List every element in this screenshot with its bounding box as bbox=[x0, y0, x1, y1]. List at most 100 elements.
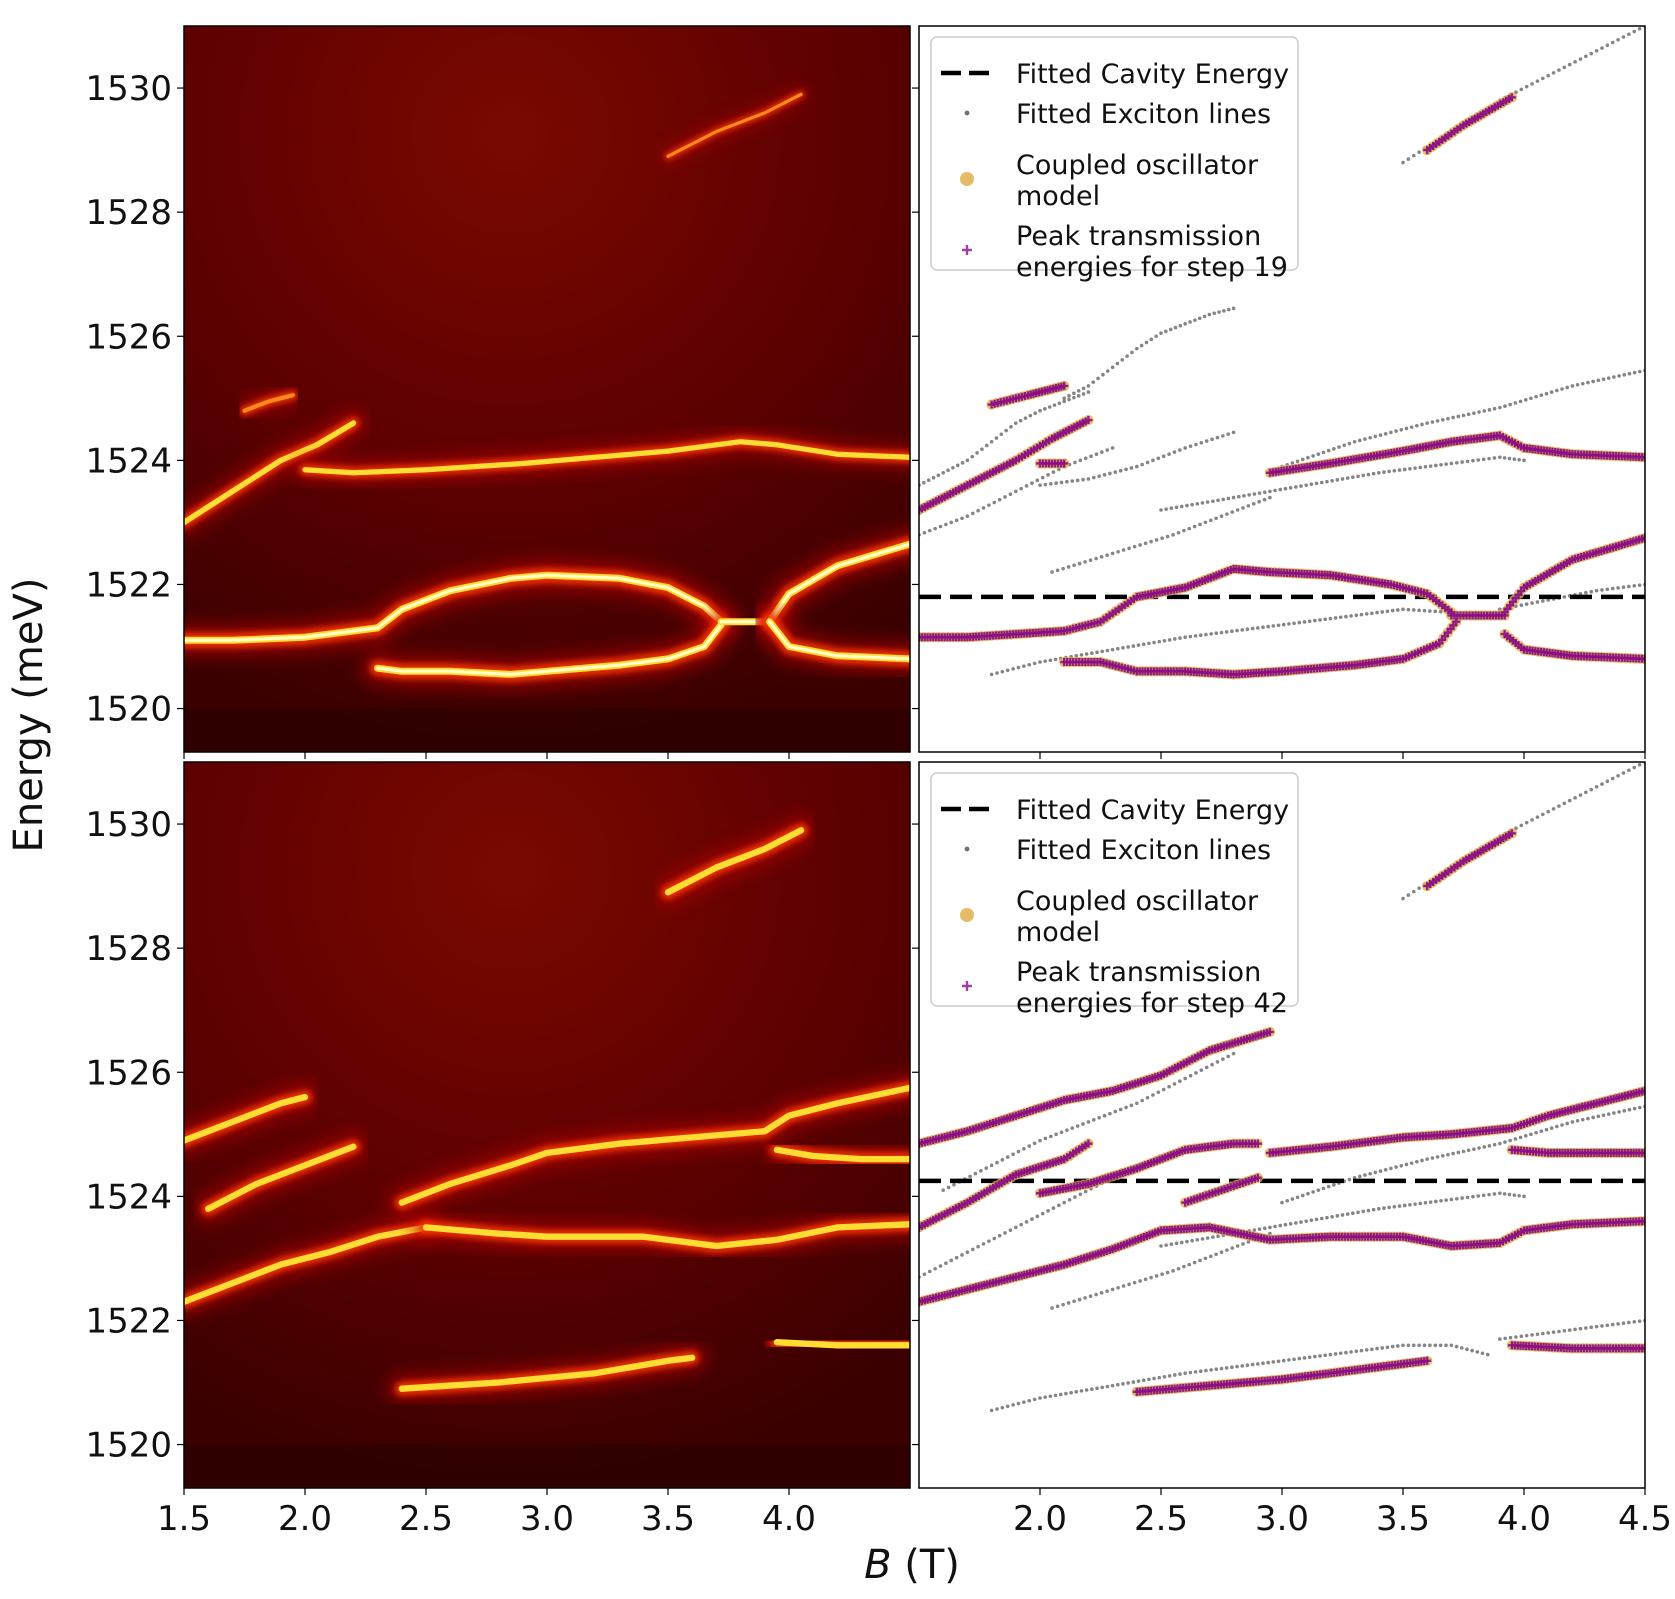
exciton-point bbox=[922, 480, 926, 485]
exciton-point bbox=[1073, 1195, 1077, 1199]
exciton-point bbox=[1444, 1343, 1448, 1348]
exciton-point bbox=[1125, 354, 1129, 358]
exciton-point bbox=[933, 526, 937, 531]
exciton-point bbox=[1251, 501, 1256, 506]
exciton-point bbox=[1417, 886, 1421, 890]
exciton-point bbox=[1546, 1331, 1550, 1335]
exciton-point bbox=[1159, 331, 1163, 335]
bottom-heatmap-panel: 1.5 2.0 2.5 3.0 3.5 4.0 1520 1522 1524 1526 1528 15… bbox=[85, 761, 911, 1539]
exciton-point bbox=[1387, 1205, 1391, 1210]
exciton-point bbox=[1195, 501, 1200, 506]
exciton-point bbox=[1549, 1126, 1554, 1130]
exciton-point bbox=[1027, 1144, 1032, 1148]
exciton-point bbox=[1359, 1348, 1364, 1353]
exciton-point bbox=[1004, 428, 1008, 433]
exciton-point bbox=[1438, 1343, 1443, 1348]
exciton-point bbox=[1022, 1146, 1026, 1151]
exciton-point bbox=[1171, 1269, 1175, 1273]
exciton-point bbox=[1535, 79, 1540, 83]
legend-item-exciton: Fitted Exciton lines bbox=[964, 835, 1271, 866]
exciton-point bbox=[1344, 614, 1348, 619]
exciton-point bbox=[1211, 499, 1215, 503]
exciton-point bbox=[1562, 65, 1567, 70]
exciton-point bbox=[1529, 1132, 1533, 1137]
exciton-point bbox=[1077, 561, 1082, 566]
exciton-point bbox=[1449, 1343, 1454, 1348]
exciton-point bbox=[1188, 1073, 1193, 1078]
exciton-point bbox=[1332, 1183, 1336, 1187]
exciton-point bbox=[1356, 474, 1360, 479]
exciton-point bbox=[1086, 390, 1091, 394]
exciton-point bbox=[1110, 446, 1115, 450]
exciton-point bbox=[1459, 1346, 1464, 1350]
exciton-point bbox=[1601, 377, 1606, 382]
exciton-point bbox=[1231, 495, 1236, 500]
exciton-point bbox=[1617, 1110, 1621, 1114]
exciton-point bbox=[1378, 1169, 1383, 1173]
exciton-point bbox=[1072, 391, 1076, 396]
exciton-point bbox=[1605, 43, 1610, 48]
peak-line bbox=[1500, 630, 1645, 663]
exciton-point bbox=[1055, 568, 1060, 573]
exciton-point bbox=[1105, 448, 1110, 452]
exciton-point bbox=[1428, 464, 1433, 468]
exciton-point bbox=[1225, 1248, 1229, 1252]
exciton-point bbox=[1518, 399, 1523, 404]
exciton-point bbox=[1203, 1256, 1208, 1261]
exciton-point bbox=[1124, 467, 1128, 472]
exciton-point bbox=[1487, 1192, 1491, 1197]
exciton-point bbox=[1121, 1382, 1125, 1386]
peak-line bbox=[1036, 1139, 1262, 1198]
exciton-point bbox=[1245, 627, 1250, 632]
peak-point bbox=[1507, 93, 1516, 102]
exciton-point bbox=[1102, 473, 1107, 477]
exciton-point bbox=[1176, 1266, 1181, 1271]
exciton-point bbox=[1519, 823, 1524, 828]
exciton-point bbox=[1541, 599, 1545, 603]
exciton-point bbox=[1363, 437, 1367, 441]
exciton-point bbox=[987, 1239, 991, 1243]
exciton-point bbox=[1428, 1200, 1433, 1204]
exciton-point bbox=[1345, 476, 1350, 480]
exciton-point bbox=[1364, 612, 1369, 616]
exciton-point bbox=[1024, 1220, 1029, 1224]
exciton-point bbox=[1586, 380, 1590, 385]
legend-exciton-swatch bbox=[964, 846, 970, 852]
exciton-point bbox=[1295, 1195, 1300, 1200]
exciton-point bbox=[1054, 1132, 1058, 1137]
exciton-point bbox=[1086, 1120, 1091, 1124]
exciton-point bbox=[1256, 626, 1260, 630]
exciton-point bbox=[1167, 638, 1172, 642]
exciton-point bbox=[1406, 157, 1411, 161]
legend-box bbox=[930, 772, 1299, 1007]
exciton-point bbox=[1295, 459, 1300, 464]
exciton-point bbox=[1090, 1387, 1094, 1391]
exciton-point bbox=[1460, 460, 1464, 464]
exciton-point bbox=[1370, 611, 1374, 616]
exciton-point bbox=[1047, 405, 1052, 409]
exciton-point bbox=[1011, 667, 1015, 671]
exciton-point bbox=[1297, 620, 1302, 625]
exciton-point bbox=[1208, 1254, 1213, 1259]
exciton-point bbox=[1480, 1351, 1485, 1356]
exciton-point bbox=[1596, 378, 1601, 383]
exciton-point bbox=[1313, 618, 1317, 623]
exciton-point bbox=[1268, 495, 1272, 500]
exciton-point bbox=[1570, 1120, 1575, 1124]
exciton-point bbox=[1268, 1225, 1272, 1230]
exciton-point bbox=[1323, 1353, 1328, 1358]
exciton-point bbox=[1178, 1372, 1182, 1376]
exciton-line bbox=[941, 1051, 1236, 1192]
exciton-point bbox=[1454, 460, 1459, 465]
exciton-point bbox=[1204, 439, 1209, 443]
exciton-point bbox=[1451, 1151, 1455, 1156]
exciton-point bbox=[1172, 1082, 1177, 1086]
exciton-point bbox=[1319, 1216, 1324, 1221]
exciton-point bbox=[1081, 386, 1086, 391]
peak-point bbox=[1641, 1086, 1645, 1095]
exciton-point bbox=[1539, 393, 1544, 398]
exciton-point bbox=[1245, 1363, 1250, 1368]
legend-label-line: energies for step 19 bbox=[1016, 252, 1288, 283]
exciton-point bbox=[1081, 1122, 1085, 1126]
exciton-point bbox=[1349, 1350, 1353, 1354]
